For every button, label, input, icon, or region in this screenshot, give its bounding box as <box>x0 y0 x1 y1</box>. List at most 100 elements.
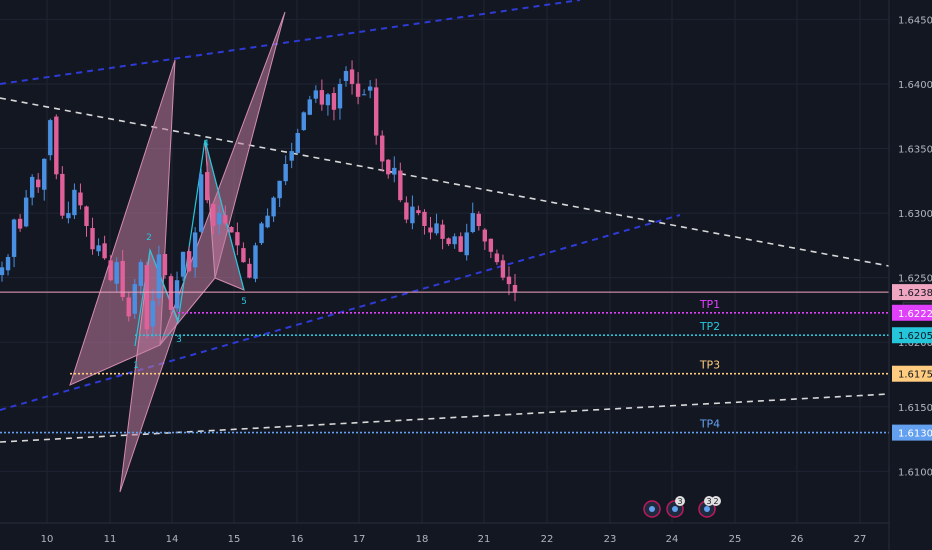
candle-body <box>271 197 276 217</box>
time-axis[interactable]: 10 11 14 15 16 17 18 21 22 23 24 25 26 27 <box>41 534 867 545</box>
candle-body <box>422 211 427 226</box>
tp-level-label: TP1 <box>699 298 720 311</box>
trendline-support <box>0 393 890 443</box>
tp-price-tag <box>892 304 932 321</box>
candle-body <box>325 94 331 106</box>
wave-label: 2 <box>146 233 152 243</box>
current-price-tag <box>892 284 932 301</box>
candle-body <box>283 164 288 182</box>
candle-body <box>398 170 403 201</box>
take-profit-levels: TP1 TP2 TP3 TP4 <box>0 291 889 434</box>
wave-label: 1 <box>133 361 139 371</box>
candle-body <box>367 86 373 91</box>
trendline-resistance <box>0 97 890 267</box>
candle-body <box>72 189 77 216</box>
candle-body <box>223 215 228 224</box>
candle-body <box>259 223 264 244</box>
candles <box>0 60 518 339</box>
candle-body <box>410 206 415 224</box>
tp-price-tag <box>892 365 932 382</box>
candle-body <box>343 71 349 81</box>
trendline-upper-channel <box>0 0 581 85</box>
candle-body <box>23 197 29 227</box>
x-tick-label: 15 <box>228 534 241 545</box>
candle-body <box>156 254 162 299</box>
y-tick-label: 1.62000 <box>898 338 932 349</box>
x-tick-label: 21 <box>478 534 491 545</box>
tp-price-tag <box>892 424 932 441</box>
candle-body <box>168 276 174 310</box>
price-tags: 1.6238837:111.622281.620541.617561.61300 <box>892 284 932 441</box>
candle-body <box>380 135 385 162</box>
x-tick-label: 17 <box>353 534 366 545</box>
wave-label: 3 <box>176 335 182 345</box>
candle-body <box>174 280 180 309</box>
candle-body <box>150 300 156 327</box>
x-tick-label: 14 <box>166 534 179 545</box>
candle-body <box>180 251 186 277</box>
x-tick-label: 26 <box>791 534 804 545</box>
candle-body <box>132 284 137 314</box>
candle-body <box>301 112 306 131</box>
candle-body <box>96 245 101 252</box>
candle-body <box>440 224 445 239</box>
candle-body <box>66 213 71 219</box>
x-tick-label: 11 <box>104 534 117 545</box>
event-badge-dot <box>704 506 710 512</box>
event-badge-dot <box>672 506 678 512</box>
y-tick-label: 1.64500 <box>898 15 932 26</box>
event-badge-count <box>711 496 721 506</box>
wave-label: 4 <box>203 139 209 149</box>
candle-body <box>186 251 192 272</box>
candle-body <box>241 248 246 263</box>
candle-body <box>265 215 270 228</box>
event-badge-count-text: 2 <box>713 497 718 506</box>
candle-body <box>84 206 89 226</box>
event-badge-count-text: 3 <box>677 497 682 506</box>
event-badge-count-text: 3 <box>706 497 711 506</box>
candle-body <box>36 179 41 188</box>
x-tick-label: 23 <box>604 534 617 545</box>
candle-body <box>446 238 451 245</box>
candle-body <box>0 267 5 276</box>
tp-price-tag <box>892 327 932 344</box>
candle-body <box>11 219 17 257</box>
y-tick-label: 1.63000 <box>898 209 932 220</box>
candle-body <box>482 229 488 242</box>
tp-level-label: TP4 <box>699 418 720 431</box>
candle-body <box>192 232 198 268</box>
candle-body <box>416 210 421 214</box>
candle-body <box>235 232 240 246</box>
x-tick-label: 16 <box>291 534 304 545</box>
candle-body <box>17 218 23 229</box>
candle-body <box>217 213 222 225</box>
candle-body <box>386 159 391 175</box>
candle-body <box>54 116 59 175</box>
candle-body <box>470 213 475 233</box>
candle-body <box>114 262 119 284</box>
tp-level-label: TP3 <box>699 359 720 372</box>
candle-body <box>512 285 518 292</box>
y-tick-label: 1.64000 <box>898 80 932 91</box>
candle-body <box>247 263 252 278</box>
y-tick-label: 1.61000 <box>898 467 932 478</box>
candle-body <box>392 167 397 175</box>
x-tick-label: 27 <box>854 534 867 545</box>
candle-body <box>60 173 65 216</box>
candle-body <box>198 174 204 232</box>
candle-body <box>120 261 125 298</box>
candle-body <box>144 264 150 330</box>
candle-body <box>494 253 500 263</box>
price-axis[interactable]: 1.64500 1.64000 1.63500 1.63000 1.62500 1.620… <box>898 15 932 478</box>
x-tick-label: 25 <box>729 534 742 545</box>
candle-body <box>108 260 113 281</box>
candle-body <box>78 192 83 206</box>
candle-body <box>355 83 361 97</box>
x-tick-label: 10 <box>41 534 54 545</box>
candle-body <box>138 262 144 286</box>
x-tick-label: 18 <box>416 534 429 545</box>
candle-body <box>211 203 216 226</box>
